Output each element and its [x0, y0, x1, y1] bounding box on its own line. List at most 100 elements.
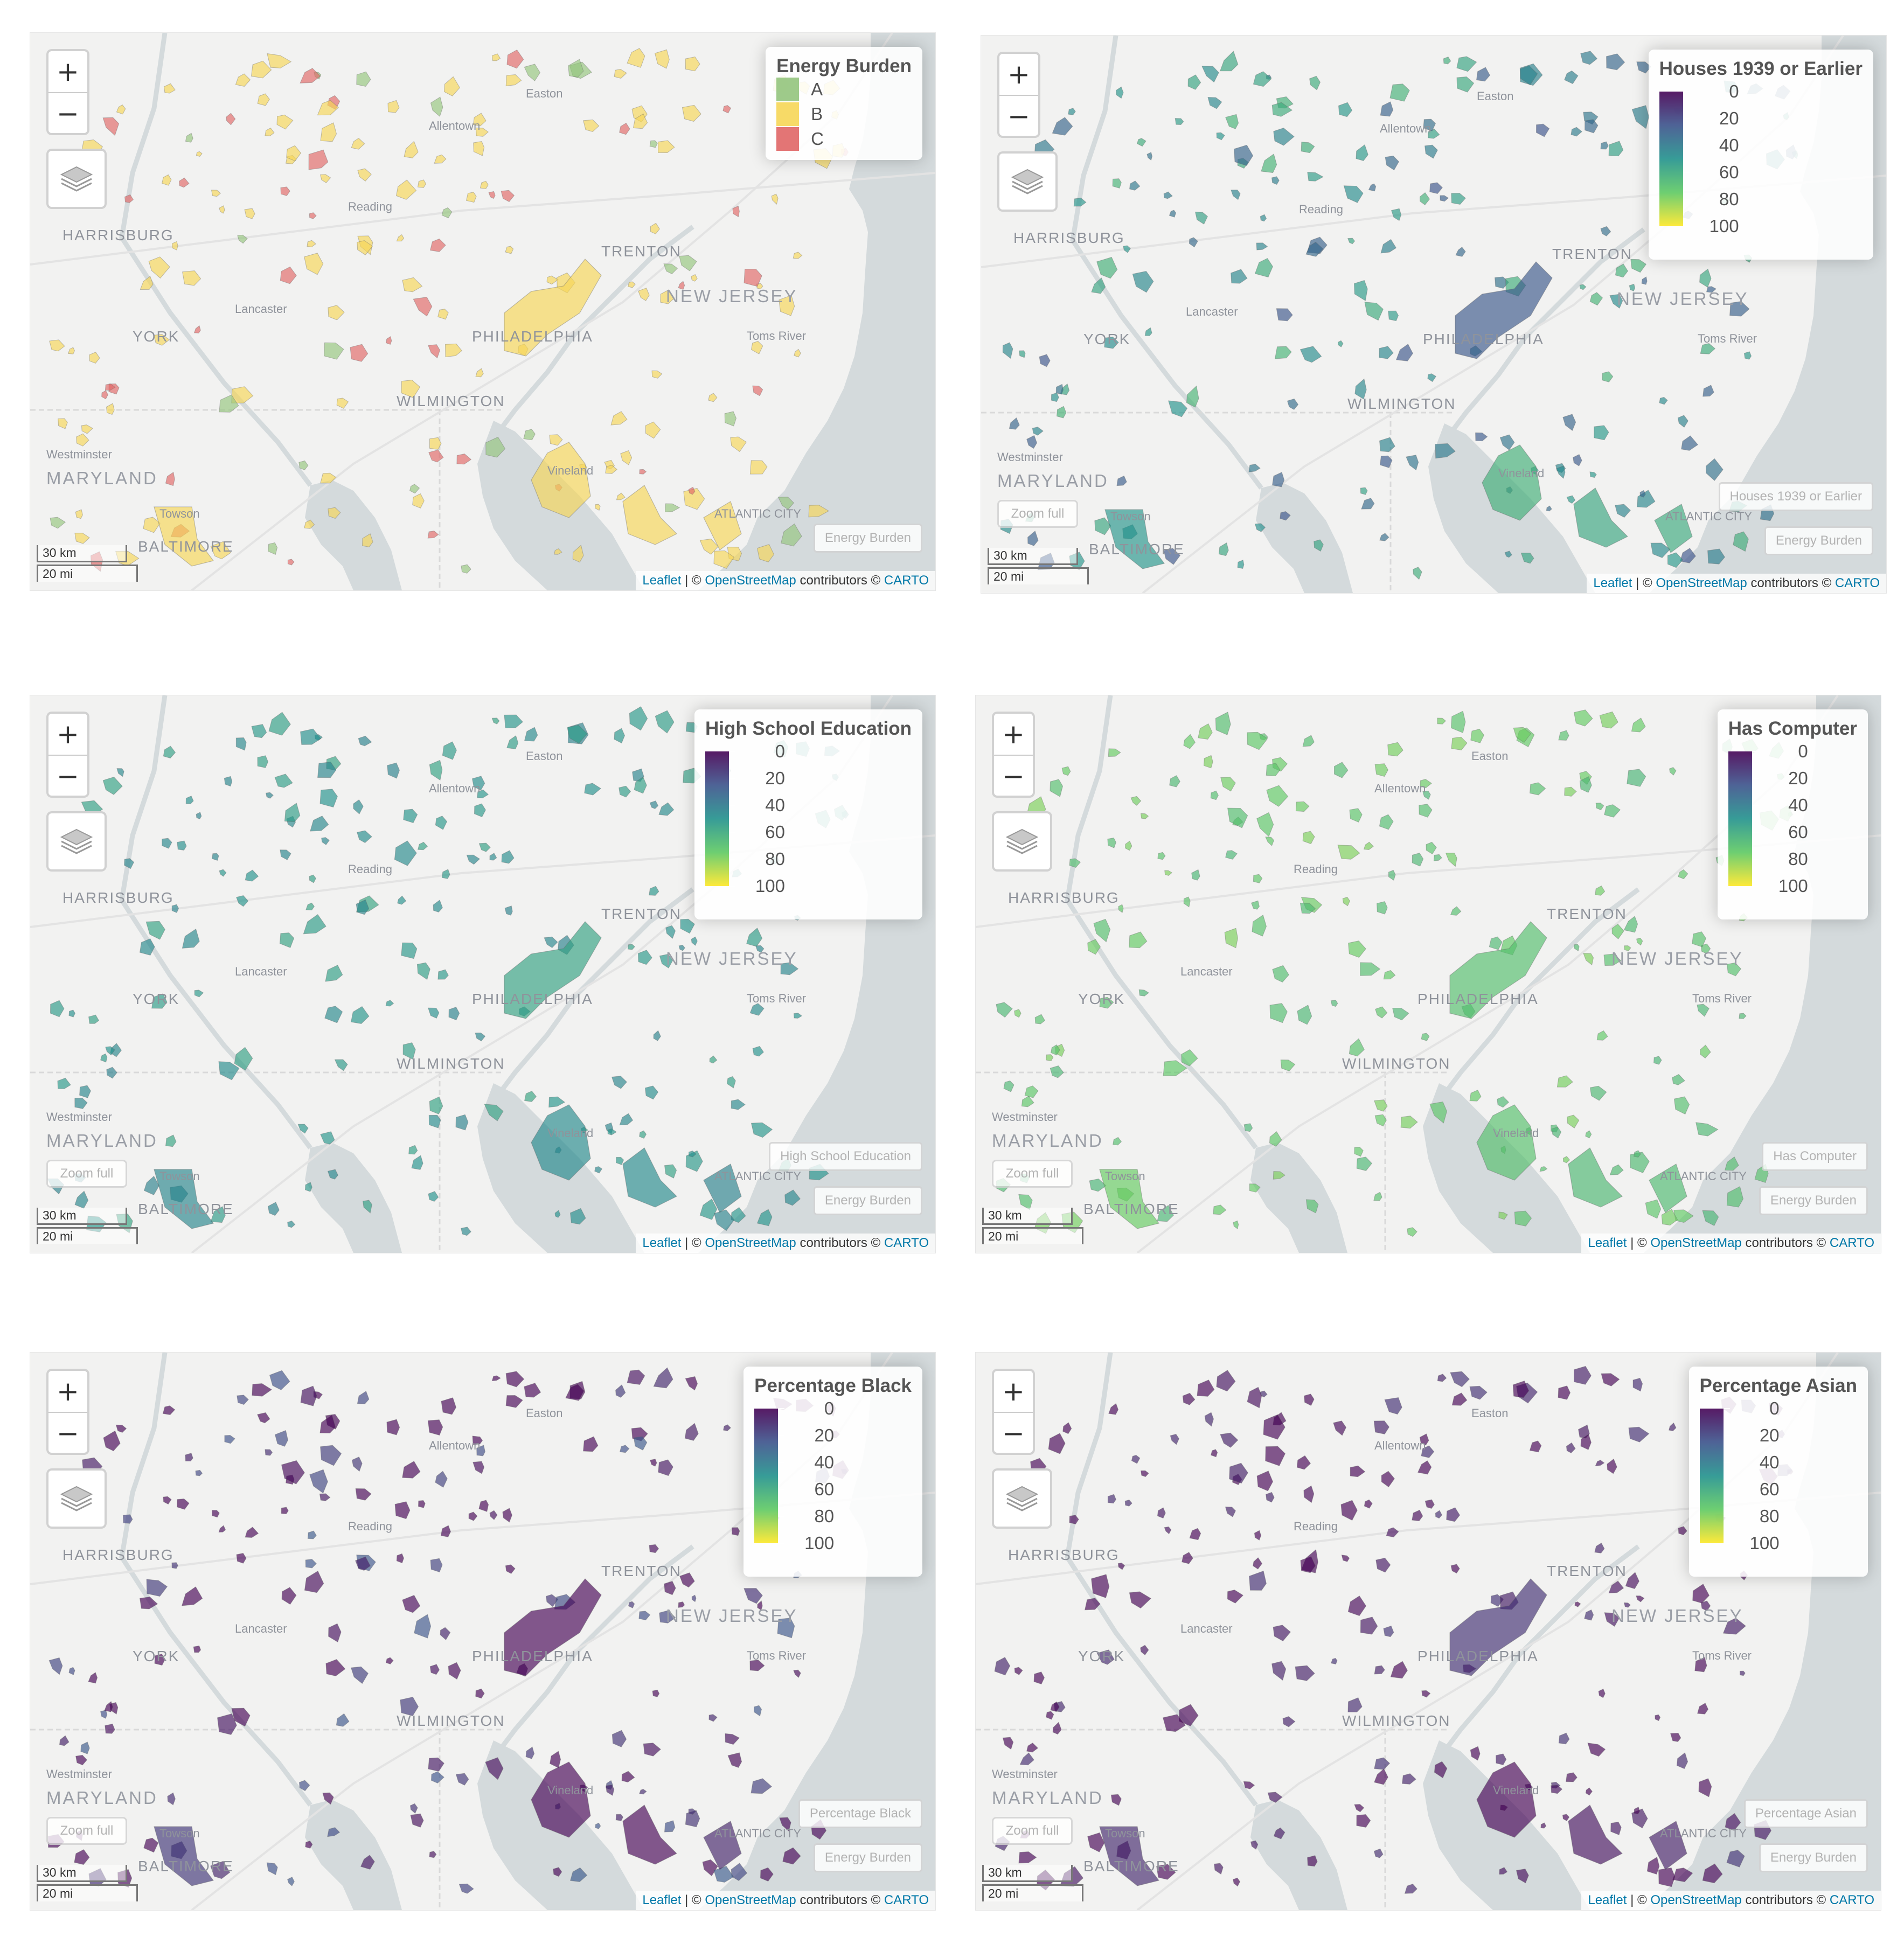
- census-tract[interactable]: [79, 1085, 91, 1098]
- census-tract[interactable]: [143, 1837, 159, 1853]
- census-tract[interactable]: [1603, 953, 1622, 966]
- zoom-out-button[interactable]: −: [1002, 761, 1025, 792]
- census-tract[interactable]: [664, 1164, 677, 1179]
- census-tract[interactable]: [1513, 727, 1531, 743]
- leaflet-link[interactable]: Leaflet: [1588, 1893, 1627, 1907]
- zoom-in-button[interactable]: +: [48, 51, 87, 93]
- census-tract[interactable]: [1349, 808, 1363, 823]
- census-tract[interactable]: [1252, 915, 1267, 937]
- census-tract[interactable]: [234, 1047, 253, 1071]
- census-tract[interactable]: [583, 119, 600, 133]
- census-tract[interactable]: [505, 1564, 516, 1574]
- census-tract[interactable]: [1123, 245, 1131, 253]
- census-tract[interactable]: [524, 727, 538, 742]
- census-tract[interactable]: [1573, 487, 1629, 548]
- census-tract[interactable]: [1602, 371, 1614, 382]
- census-tract[interactable]: [448, 1662, 461, 1680]
- census-tract[interactable]: [257, 755, 269, 768]
- census-tract[interactable]: [1574, 1365, 1592, 1385]
- census-tract[interactable]: [280, 186, 290, 196]
- census-tract[interactable]: [1019, 1752, 1034, 1766]
- census-tract[interactable]: [659, 953, 673, 968]
- census-tracts[interactable]: [47, 1367, 850, 1894]
- census-tract[interactable]: [484, 1104, 504, 1121]
- census-tract[interactable]: [251, 724, 267, 738]
- census-tract[interactable]: [386, 1419, 400, 1436]
- census-tract[interactable]: [1402, 1773, 1416, 1785]
- census-tract[interactable]: [691, 936, 698, 946]
- census-tract[interactable]: [502, 1508, 512, 1523]
- census-tract[interactable]: [1566, 1772, 1578, 1782]
- census-tract[interactable]: [1273, 1171, 1285, 1180]
- census-tract[interactable]: [1140, 813, 1149, 819]
- census-tract[interactable]: [743, 269, 762, 287]
- census-tract[interactable]: [1266, 1492, 1275, 1503]
- census-tract[interactable]: [1002, 342, 1013, 359]
- census-tract[interactable]: [210, 541, 231, 560]
- map-panel-5[interactable]: NEW JERSEY MARYLAND PHILADELPHIA HARRISB…: [30, 1352, 936, 1911]
- census-tract[interactable]: [1243, 1781, 1255, 1789]
- census-tract[interactable]: [1250, 1840, 1259, 1850]
- census-tract[interactable]: [1069, 858, 1081, 868]
- census-tract[interactable]: [1482, 444, 1542, 521]
- census-tract[interactable]: [808, 505, 830, 518]
- census-tract[interactable]: [1580, 51, 1598, 65]
- census-tract[interactable]: [194, 990, 204, 998]
- census-tract[interactable]: [400, 1696, 419, 1717]
- census-tract[interactable]: [319, 789, 338, 808]
- census-tract[interactable]: [336, 1713, 350, 1727]
- census-tract[interactable]: [68, 1667, 75, 1675]
- census-tract[interactable]: [1350, 1465, 1366, 1478]
- census-tract[interactable]: [1207, 96, 1222, 109]
- census-tract[interactable]: [1182, 1392, 1196, 1405]
- census-tract[interactable]: [351, 1457, 363, 1472]
- census-tract[interactable]: [1099, 1826, 1160, 1886]
- census-tract[interactable]: [1583, 953, 1594, 966]
- census-tract[interactable]: [1034, 1014, 1046, 1025]
- census-tract[interactable]: [752, 1046, 764, 1057]
- census-tract[interactable]: [442, 741, 457, 760]
- census-tract[interactable]: [726, 1076, 736, 1089]
- carto-link[interactable]: CARTO: [1834, 576, 1880, 590]
- layers-button[interactable]: [46, 149, 107, 209]
- census-tract[interactable]: [1692, 1584, 1710, 1604]
- census-tract[interactable]: [441, 1397, 457, 1415]
- census-tract[interactable]: [274, 1430, 288, 1447]
- census-tract[interactable]: [231, 1708, 251, 1727]
- census-tract[interactable]: [1093, 918, 1111, 943]
- overlay-button[interactable]: Energy Burden: [813, 1186, 922, 1215]
- census-tract[interactable]: [1390, 1661, 1408, 1679]
- census-tract[interactable]: [124, 194, 134, 203]
- census-tract[interactable]: [139, 938, 155, 956]
- census-tract[interactable]: [105, 1046, 115, 1056]
- census-tract[interactable]: [1451, 736, 1468, 751]
- census-tract[interactable]: [177, 1498, 190, 1510]
- census-tract[interactable]: [1032, 427, 1044, 436]
- census-tract[interactable]: [784, 1189, 801, 1206]
- census-tract[interactable]: [1587, 1743, 1606, 1757]
- census-tract[interactable]: [1107, 837, 1116, 848]
- census-tract[interactable]: [1558, 1732, 1570, 1745]
- census-tract[interactable]: [455, 1114, 469, 1131]
- census-tract[interactable]: [88, 1014, 100, 1024]
- map-panel-6[interactable]: NEW JERSEY MARYLAND PHILADELPHIA HARRISB…: [975, 1352, 1881, 1911]
- census-tract[interactable]: [1368, 183, 1377, 192]
- census-tract[interactable]: [1424, 1499, 1435, 1509]
- census-tract[interactable]: [1225, 114, 1239, 129]
- census-tract[interactable]: [1551, 1785, 1563, 1794]
- census-tract[interactable]: [428, 1007, 440, 1019]
- census-tract[interactable]: [1163, 191, 1173, 199]
- census-tract[interactable]: [1595, 885, 1606, 896]
- census-tract[interactable]: [196, 151, 203, 157]
- census-tract[interactable]: [584, 783, 602, 796]
- census-tract[interactable]: [355, 1488, 372, 1501]
- census-tract[interactable]: [1726, 962, 1741, 977]
- census-tract[interactable]: [1601, 1373, 1620, 1386]
- census-tract[interactable]: [1579, 776, 1592, 793]
- census-tracts[interactable]: [993, 709, 1794, 1237]
- census-tract[interactable]: [627, 48, 645, 68]
- census-tract[interactable]: [397, 895, 407, 905]
- census-tract[interactable]: [583, 1436, 599, 1452]
- census-tract[interactable]: [691, 1594, 697, 1602]
- census-tract[interactable]: [505, 1395, 523, 1408]
